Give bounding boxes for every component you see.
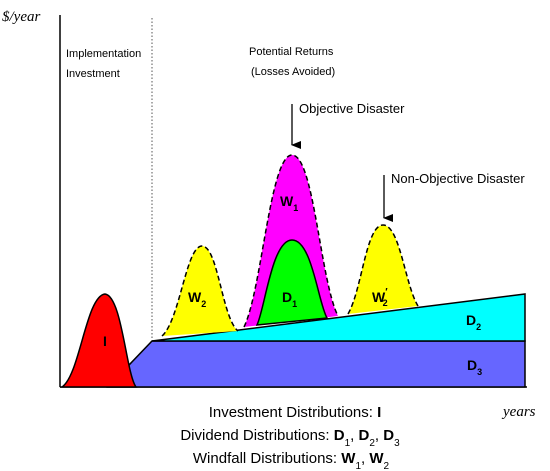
legend-dividend: Dividend Distributions: D1, D2, D3 bbox=[180, 427, 400, 449]
d3-region bbox=[106, 340, 526, 388]
legend-windfall: Windfall Distributions: W1, W2 bbox=[193, 450, 390, 471]
investment-title: Investment bbox=[66, 68, 120, 80]
d2-label: D2 bbox=[466, 312, 481, 332]
d1-shape bbox=[255, 239, 329, 326]
non-objective-disaster-label: Non-Objective Disaster bbox=[391, 171, 525, 186]
w2-label: W2 bbox=[188, 289, 206, 309]
potential-returns-title: Potential Returns bbox=[249, 46, 334, 58]
losses-avoided-title: (Losses Avoided) bbox=[251, 66, 335, 78]
d1-label: D1 bbox=[282, 289, 297, 309]
x-axis-label: years bbox=[501, 404, 536, 420]
d2-region bbox=[151, 293, 526, 342]
investment-shape bbox=[59, 293, 138, 388]
w1-label: W1 bbox=[280, 193, 298, 213]
d3-label: D3 bbox=[467, 357, 482, 377]
implementation-title: Implementation bbox=[66, 48, 141, 60]
w2-prime-label: W′ 2 bbox=[372, 287, 388, 308]
w2-shape bbox=[161, 245, 239, 337]
w2-prime-shape bbox=[347, 224, 419, 315]
y-axis-label: $/year bbox=[2, 9, 40, 25]
legend-investment: Investment Distributions: I bbox=[209, 404, 382, 421]
objective-disaster-label: Objective Disaster bbox=[299, 101, 405, 116]
investment-label: I bbox=[103, 333, 107, 349]
